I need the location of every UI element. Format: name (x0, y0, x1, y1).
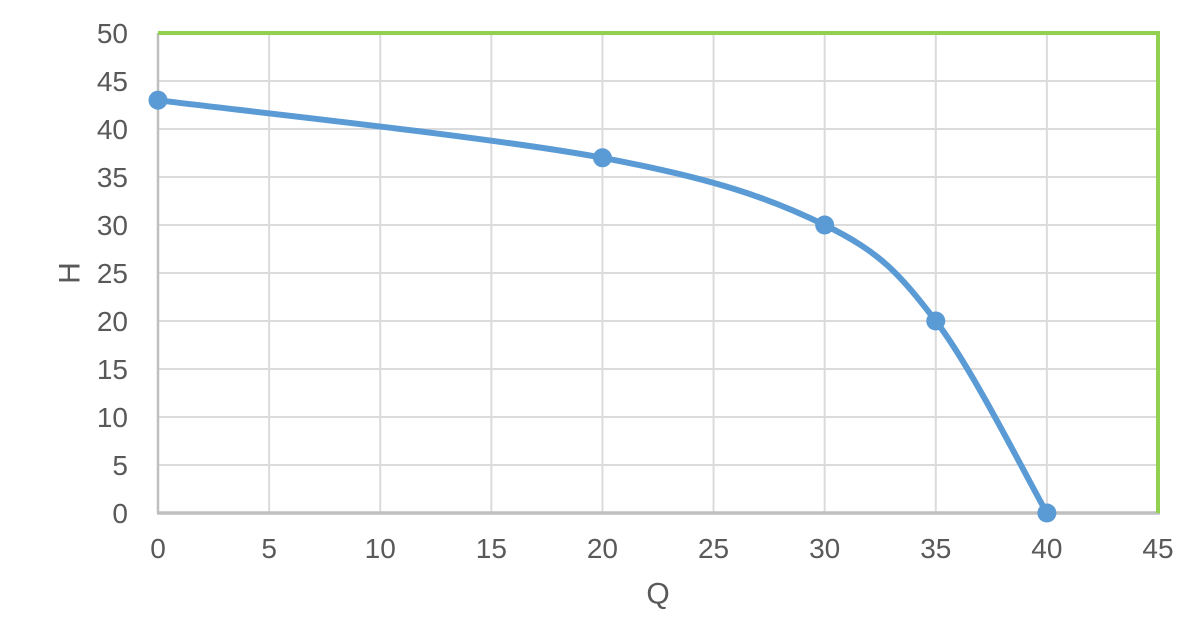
y-tick-label: 15 (97, 354, 128, 385)
y-tick-label: 35 (97, 162, 128, 193)
series-lines (155, 97, 1050, 516)
x-tick-label: 45 (1142, 533, 1173, 564)
y-tick-label: 10 (97, 402, 128, 433)
y-tick-label: 5 (112, 450, 128, 481)
y-axis-title: H (54, 262, 87, 284)
x-tick-label: 0 (150, 533, 166, 564)
y-tick-label: 20 (97, 306, 128, 337)
data-point-marker (1037, 503, 1057, 523)
x-axis-title: Q (646, 578, 669, 611)
x-tick-label: 20 (587, 533, 618, 564)
axis-lines (156, 33, 1160, 515)
y-tick-label: 40 (97, 114, 128, 145)
plot-border (158, 31, 1160, 513)
y-tick-label: 30 (97, 210, 128, 241)
y-tick-label: 45 (97, 66, 128, 97)
data-point-marker (815, 215, 835, 235)
x-tick-label: 35 (920, 533, 951, 564)
tick-labels: 0 5 10 15 20 25 30 35 40 45 0 5 10 15 20 25 30 35 40 45 50 (97, 18, 1174, 564)
plot-border-line (158, 31, 1160, 513)
data-point-marker (926, 311, 946, 331)
series-markers (148, 90, 1057, 523)
y-tick-label: 0 (112, 498, 128, 529)
x-tick-label: 25 (698, 533, 729, 564)
data-point-marker (592, 148, 612, 168)
series-line (155, 97, 1050, 516)
y-tick-label: 50 (97, 18, 128, 49)
x-tick-label: 10 (365, 533, 396, 564)
x-tick-label: 5 (261, 533, 277, 564)
x-tick-label: 40 (1031, 533, 1062, 564)
data-point-marker (148, 90, 168, 110)
y-tick-label: 25 (97, 258, 128, 289)
x-tick-label: 30 (809, 533, 840, 564)
x-tick-label: 15 (476, 533, 507, 564)
